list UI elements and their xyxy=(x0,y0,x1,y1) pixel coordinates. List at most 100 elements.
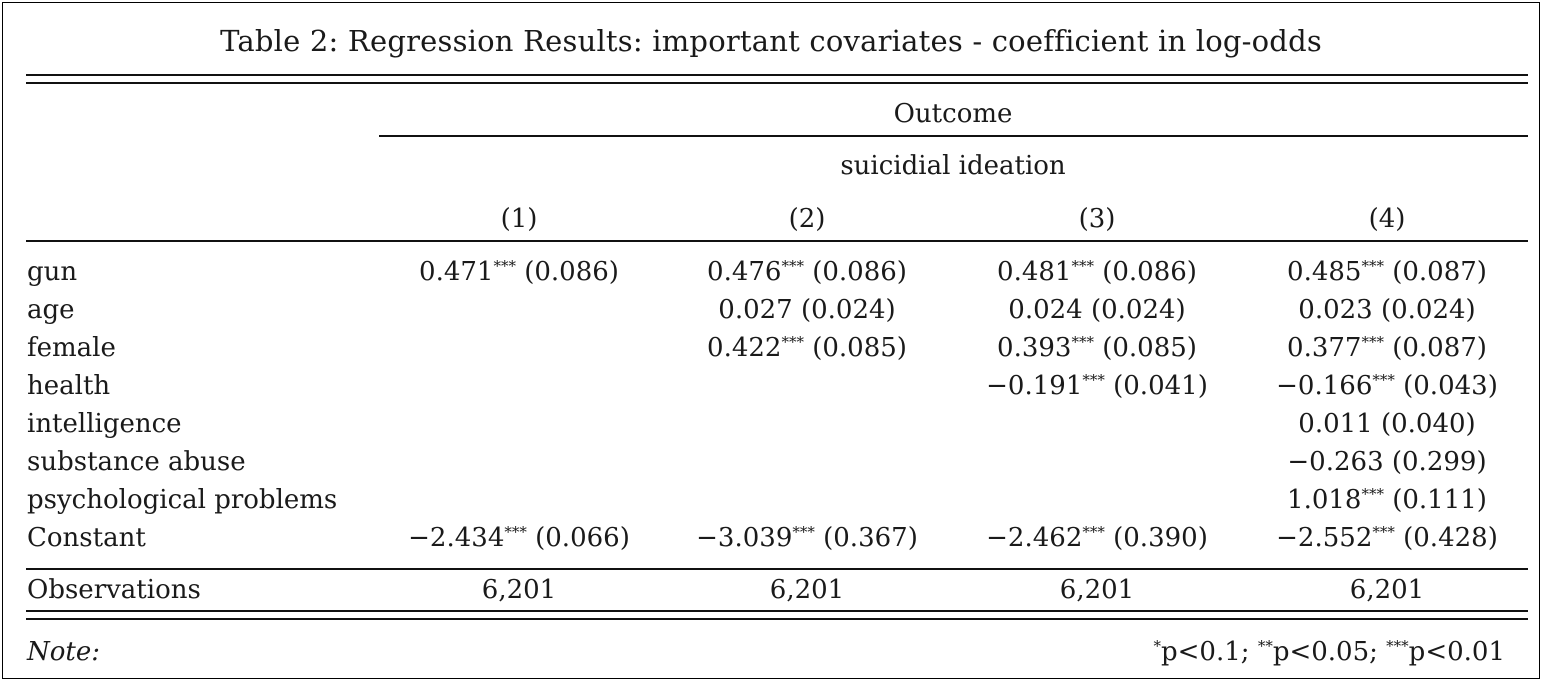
coefficient-value: 0.023 xyxy=(1298,295,1373,325)
standard-error: (0.428) xyxy=(1403,523,1498,553)
standard-error: (0.087) xyxy=(1392,257,1487,287)
coefficient-cell: 0.024 (0.024) xyxy=(1008,292,1185,328)
coefficient-cell: 0.393*** (0.085) xyxy=(997,330,1197,366)
standard-error: (0.040) xyxy=(1380,409,1476,439)
note-label: Note: xyxy=(27,637,100,667)
coefficient-cell: 0.023 (0.024) xyxy=(1298,292,1475,328)
coefficient-cell: −2.552*** (0.428) xyxy=(1276,520,1498,556)
observations-value: 6,201 xyxy=(1059,575,1135,605)
standard-error: (0.024) xyxy=(1090,295,1186,325)
coefficient-value: 0.481 xyxy=(997,257,1072,287)
table-caption: Table 2: Regression Results: important c… xyxy=(220,24,1322,58)
coefficient-cell: 0.011 (0.040) xyxy=(1298,406,1475,442)
row-label: health xyxy=(27,371,111,401)
standard-error: (0.024) xyxy=(1380,295,1476,325)
standard-error: (0.111) xyxy=(1392,485,1487,515)
coefficient-cell: −0.263 (0.299) xyxy=(1287,444,1486,480)
column-header: (3) xyxy=(1078,204,1116,234)
significance-stars: *** xyxy=(1071,257,1094,275)
note-threshold: p<0.05; xyxy=(1272,637,1378,667)
coefficient-value: 0.422 xyxy=(707,333,782,363)
top-rule-1 xyxy=(26,74,1528,76)
standard-error: (0.043) xyxy=(1403,371,1498,401)
coefficient-value: 0.485 xyxy=(1287,257,1362,287)
note-stars: *** xyxy=(1386,637,1409,655)
coefficient-cell: 0.476*** (0.086) xyxy=(707,254,907,290)
coefficient-value: 0.024 xyxy=(1008,295,1083,325)
significance-note: *p<0.1; **p<0.05; ***p<0.01 xyxy=(1154,634,1506,670)
coefficient-cell: −2.462*** (0.390) xyxy=(986,520,1208,556)
coefficient-value: 0.011 xyxy=(1298,409,1373,439)
standard-error: (0.086) xyxy=(812,257,907,287)
observations-value: 6,201 xyxy=(1349,575,1425,605)
row-label: gun xyxy=(27,257,78,287)
dependent-variable: suicidial ideation xyxy=(840,151,1066,181)
row-label: Constant xyxy=(27,523,146,553)
observations-label: Observations xyxy=(27,575,201,605)
significance-stars: *** xyxy=(1071,333,1094,351)
column-header: (4) xyxy=(1368,204,1406,234)
standard-error: (0.299) xyxy=(1391,447,1487,477)
observations-value: 6,201 xyxy=(481,575,557,605)
significance-stars: *** xyxy=(1361,257,1384,275)
outcome-header: Outcome xyxy=(893,99,1013,129)
note-stars: * xyxy=(1153,637,1162,655)
bottom-rule-2 xyxy=(26,618,1528,620)
coefficient-value: −0.263 xyxy=(1287,447,1384,477)
significance-stars: *** xyxy=(1372,371,1395,389)
row-label: age xyxy=(27,295,75,325)
standard-error: (0.390) xyxy=(1113,523,1208,553)
coefficient-value: 0.393 xyxy=(997,333,1072,363)
bottom-rule-1 xyxy=(26,610,1528,612)
significance-stars: *** xyxy=(504,523,527,541)
coefficient-value: 0.476 xyxy=(707,257,782,287)
coefficient-value: 0.027 xyxy=(718,295,793,325)
coefficient-value: 0.471 xyxy=(419,257,494,287)
outcome-rule xyxy=(379,135,1528,137)
standard-error: (0.024) xyxy=(800,295,896,325)
significance-stars: *** xyxy=(1372,523,1395,541)
top-rule-2 xyxy=(26,82,1528,84)
significance-stars: *** xyxy=(493,257,516,275)
coefficient-cell: 0.481*** (0.086) xyxy=(997,254,1197,290)
observations-rule xyxy=(26,568,1528,570)
standard-error: (0.085) xyxy=(812,333,907,363)
coefficient-value: −0.166 xyxy=(1276,371,1373,401)
note-threshold: p<0.1; xyxy=(1161,637,1250,667)
coefficient-value: −3.039 xyxy=(696,523,793,553)
coefficient-value: 0.377 xyxy=(1287,333,1362,363)
coefficient-cell: −2.434*** (0.066) xyxy=(408,520,630,556)
standard-error: (0.087) xyxy=(1392,333,1487,363)
coefficient-value: −0.191 xyxy=(986,371,1083,401)
coefficient-value: −2.462 xyxy=(986,523,1083,553)
note-threshold: p<0.01 xyxy=(1408,637,1505,667)
coefficient-cell: 0.027 (0.024) xyxy=(718,292,895,328)
coefficient-cell: −0.166*** (0.043) xyxy=(1276,368,1498,404)
observations-value: 6,201 xyxy=(769,575,845,605)
significance-stars: *** xyxy=(792,523,815,541)
coefficient-cell: 0.485*** (0.087) xyxy=(1287,254,1487,290)
significance-stars: *** xyxy=(1361,485,1384,503)
significance-stars: *** xyxy=(1082,371,1105,389)
coefficient-cell: −0.191*** (0.041) xyxy=(986,368,1208,404)
standard-error: (0.086) xyxy=(524,257,619,287)
significance-stars: *** xyxy=(1361,333,1384,351)
coefficient-cell: 0.471*** (0.086) xyxy=(419,254,619,290)
coefficient-cell: 0.377*** (0.087) xyxy=(1287,330,1487,366)
significance-stars: *** xyxy=(1082,523,1105,541)
standard-error: (0.066) xyxy=(535,523,630,553)
row-label: intelligence xyxy=(27,409,182,439)
standard-error: (0.367) xyxy=(823,523,918,553)
coefficient-cell: 1.018*** (0.111) xyxy=(1287,482,1487,518)
row-label: psychological problems xyxy=(27,485,338,515)
row-label: female xyxy=(27,333,116,363)
header-rule xyxy=(26,240,1528,242)
standard-error: (0.086) xyxy=(1102,257,1197,287)
significance-stars: *** xyxy=(781,333,804,351)
column-header: (2) xyxy=(788,204,826,234)
coefficient-cell: −3.039*** (0.367) xyxy=(696,520,918,556)
significance-stars: *** xyxy=(781,257,804,275)
coefficient-value: 1.018 xyxy=(1287,485,1362,515)
standard-error: (0.041) xyxy=(1113,371,1208,401)
